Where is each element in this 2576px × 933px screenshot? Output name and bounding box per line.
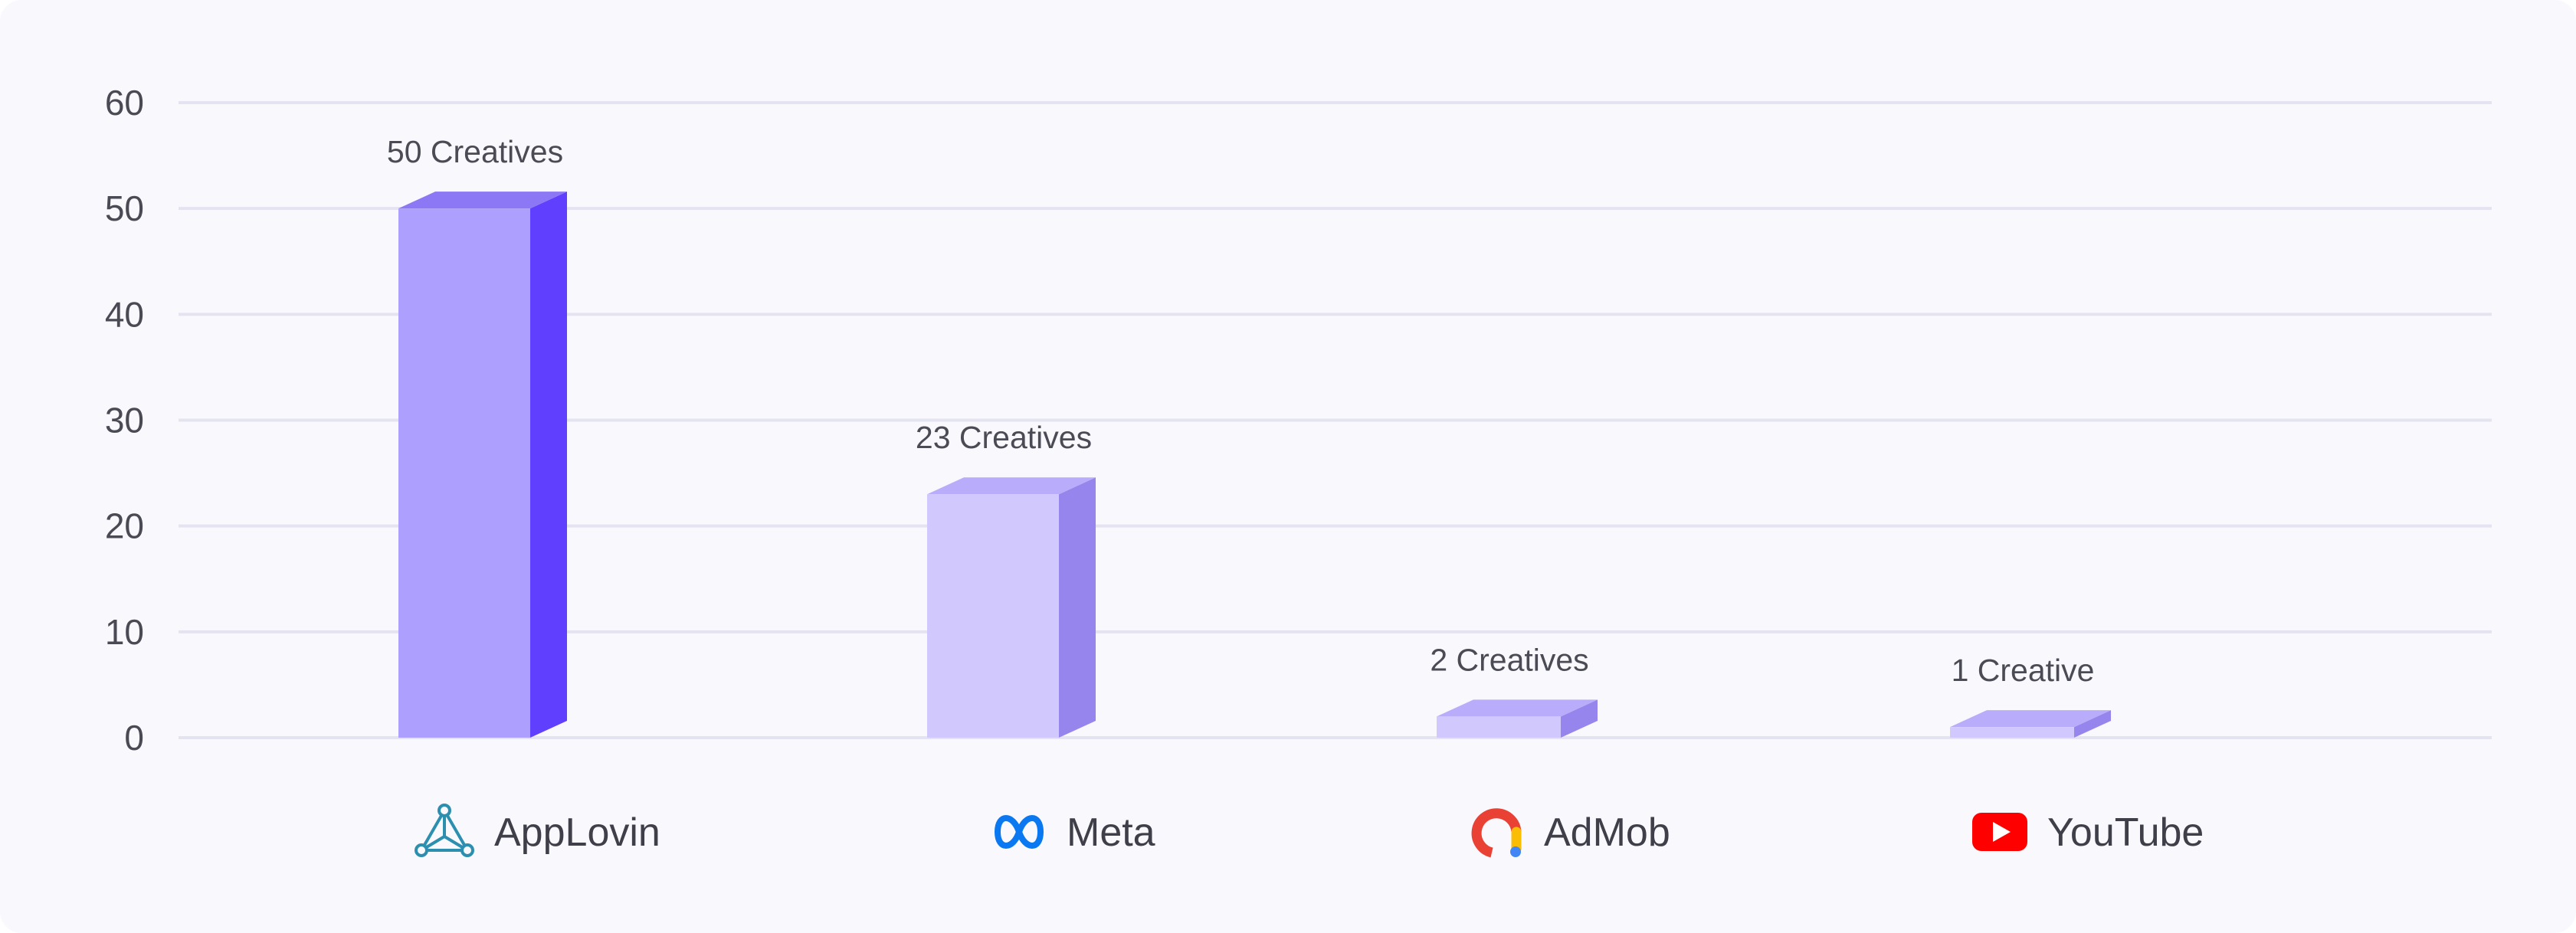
- bar-top: [927, 477, 1096, 495]
- data-label: 1 Creative: [1952, 653, 2095, 688]
- y-tick-label: 40: [105, 294, 144, 334]
- bar-youtube: [1950, 710, 2111, 738]
- data-label: 2 Creatives: [1430, 642, 1588, 677]
- bar-meta: [927, 477, 1096, 738]
- bar-top: [1950, 710, 2111, 728]
- youtube-logo-icon: [1972, 813, 2027, 851]
- bar-top: [398, 192, 567, 209]
- category-youtube: YouTube: [1972, 810, 2204, 855]
- meta-logo-icon: [995, 815, 1044, 849]
- bar-side: [530, 192, 567, 738]
- y-tick-label: 20: [105, 506, 144, 546]
- y-tick-label: 60: [105, 83, 144, 123]
- category-label: Meta: [1067, 810, 1155, 855]
- category-admob: AdMob: [1471, 808, 1670, 858]
- bar-applovin: [398, 192, 567, 738]
- bar-front: [398, 208, 530, 738]
- y-tick-label: 10: [105, 612, 144, 652]
- data-label: 23 Creatives: [916, 420, 1092, 455]
- category-label: AdMob: [1544, 810, 1670, 855]
- bar-side: [2074, 710, 2111, 738]
- bar-front: [927, 494, 1059, 738]
- category-meta: Meta: [995, 810, 1155, 855]
- y-tick-label: 30: [105, 401, 144, 440]
- bar-front: [1437, 716, 1561, 738]
- category-label: YouTube: [2047, 810, 2204, 855]
- admob-logo-icon: [1471, 808, 1522, 858]
- applovin-logo-icon: [415, 804, 474, 857]
- data-label: 50 Creatives: [387, 134, 563, 169]
- y-tick-label: 0: [124, 718, 144, 758]
- category-label: AppLovin: [494, 810, 660, 855]
- bar-top: [1437, 699, 1598, 717]
- category-applovin: AppLovin: [415, 804, 660, 857]
- bar-front: [1950, 727, 2074, 738]
- bar-side: [1561, 699, 1598, 738]
- bar-side: [1059, 477, 1096, 738]
- bar-admob: [1437, 699, 1598, 738]
- y-tick-label: 50: [105, 188, 144, 228]
